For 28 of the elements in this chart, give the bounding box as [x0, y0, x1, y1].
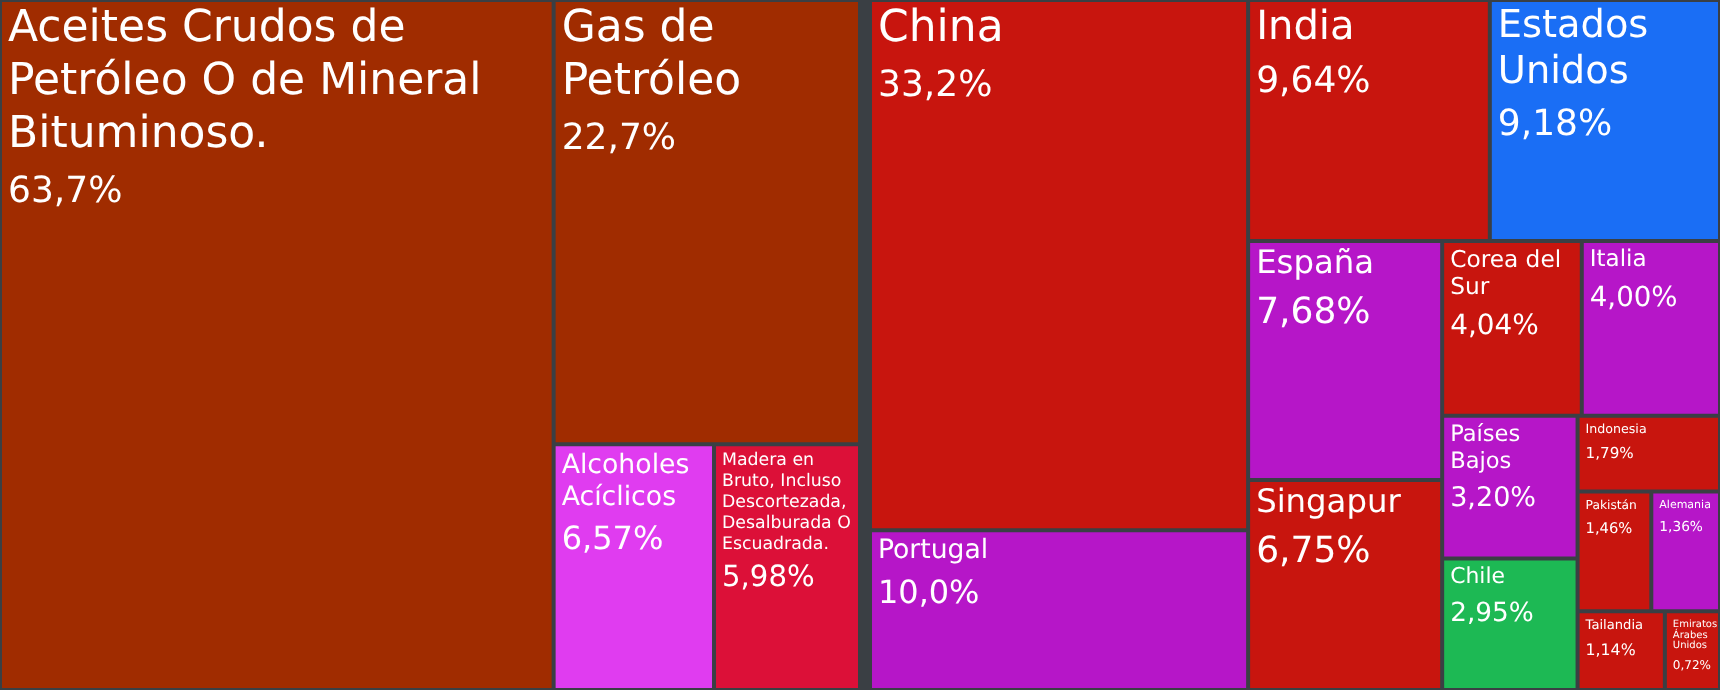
category-label: Singapur — [1256, 482, 1402, 521]
category-label: Corea del Sur — [1450, 244, 1562, 301]
category-label: Estados Unidos — [1497, 1, 1649, 94]
category-label: España — [1256, 243, 1374, 282]
data-label: 33,2% — [878, 64, 993, 107]
data-label: 7,68% — [1256, 291, 1371, 334]
data-label: 5,98% — [722, 560, 815, 595]
data-label: 4,04% — [1450, 309, 1539, 342]
category-label: Portugal — [878, 536, 989, 567]
data-label: 6,57% — [561, 518, 664, 557]
category-label: Países Bajos — [1450, 420, 1521, 474]
category-label: India — [1256, 0, 1355, 49]
data-label: 4,00% — [1589, 281, 1678, 314]
data-label: 9,64% — [1256, 59, 1371, 102]
data-label: 22,7% — [561, 116, 677, 159]
data-label: 6,75% — [1256, 530, 1371, 573]
category-label: Gas de Petróleo — [561, 3, 742, 107]
data-label: 2,95% — [1450, 598, 1534, 629]
category-label: Italia — [1589, 244, 1647, 273]
data-label: 3,20% — [1450, 482, 1537, 515]
category-label: Aceites Crudos de Petróleo O de Mineral Bituminoso. — [8, 3, 482, 160]
data-label: 9,18% — [1497, 103, 1613, 146]
data-label: 10,0% — [878, 572, 980, 611]
category-label: Madera en Bruto, Incluso Descortezada, Desalburada O Escuadrada. — [722, 451, 852, 555]
category-label: China — [878, 3, 1004, 54]
data-label: 63,7% — [8, 169, 123, 212]
category-label: Alcoholes Acíclicos — [561, 450, 690, 513]
category-label: Chile — [1450, 563, 1506, 590]
